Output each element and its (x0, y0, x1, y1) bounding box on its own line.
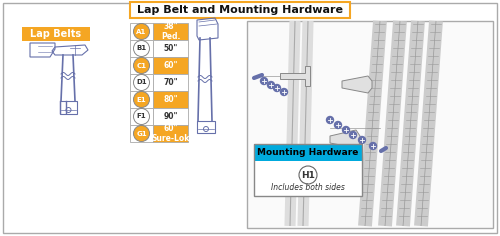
Polygon shape (280, 66, 310, 86)
Text: 90": 90" (163, 112, 178, 121)
Bar (130, 108, 153, 125)
Text: H1: H1 (301, 170, 315, 180)
Text: Lap Belt and Mounting Hardware: Lap Belt and Mounting Hardware (137, 5, 343, 15)
Bar (130, 57, 153, 74)
Bar (130, 23, 153, 40)
Text: 80": 80" (163, 95, 178, 104)
Bar (153, 125, 188, 142)
Bar (60, 101, 77, 114)
Circle shape (299, 166, 317, 184)
Bar (130, 74, 153, 91)
Text: 38"
Ped.: 38" Ped. (161, 22, 180, 41)
Circle shape (134, 41, 150, 56)
Bar (130, 91, 153, 108)
Text: 70": 70" (163, 78, 178, 87)
Circle shape (370, 143, 376, 149)
Bar (153, 23, 188, 40)
Text: 50": 50" (164, 44, 177, 53)
Bar (254, 161, 362, 196)
Bar (130, 40, 153, 57)
Circle shape (350, 131, 356, 139)
Circle shape (274, 84, 280, 92)
Circle shape (326, 117, 334, 123)
Circle shape (134, 92, 150, 108)
Bar (254, 144, 362, 196)
Circle shape (134, 24, 150, 39)
Circle shape (342, 126, 349, 134)
Bar (130, 125, 153, 142)
Circle shape (268, 81, 274, 88)
Bar (153, 91, 188, 108)
FancyBboxPatch shape (130, 2, 350, 18)
Text: Mounting Hardware: Mounting Hardware (258, 148, 358, 157)
Circle shape (134, 58, 150, 73)
Circle shape (134, 75, 150, 90)
Text: B1: B1 (136, 46, 146, 51)
Text: D1: D1 (136, 80, 147, 85)
Circle shape (260, 77, 268, 84)
Circle shape (134, 126, 150, 142)
Text: A1: A1 (136, 29, 146, 34)
Polygon shape (330, 130, 360, 148)
Text: Includes both sides: Includes both sides (271, 184, 345, 193)
Text: G1: G1 (136, 131, 147, 136)
Bar (153, 74, 188, 91)
Bar (197, 121, 215, 133)
Bar (247, 21, 493, 228)
Bar (153, 40, 188, 57)
Bar (22, 27, 90, 41)
Circle shape (280, 88, 287, 96)
Bar (153, 57, 188, 74)
Bar (254, 144, 362, 161)
Circle shape (134, 109, 150, 125)
Text: C1: C1 (136, 63, 146, 68)
Bar (153, 108, 188, 125)
Text: 60"
Sure-Lok: 60" Sure-Lok (152, 124, 190, 143)
Text: F1: F1 (136, 114, 146, 119)
Polygon shape (342, 76, 372, 93)
Text: E1: E1 (136, 97, 146, 102)
Circle shape (358, 136, 366, 143)
Text: Lap Belts: Lap Belts (30, 29, 82, 39)
Text: 60": 60" (163, 61, 178, 70)
Circle shape (334, 122, 342, 128)
